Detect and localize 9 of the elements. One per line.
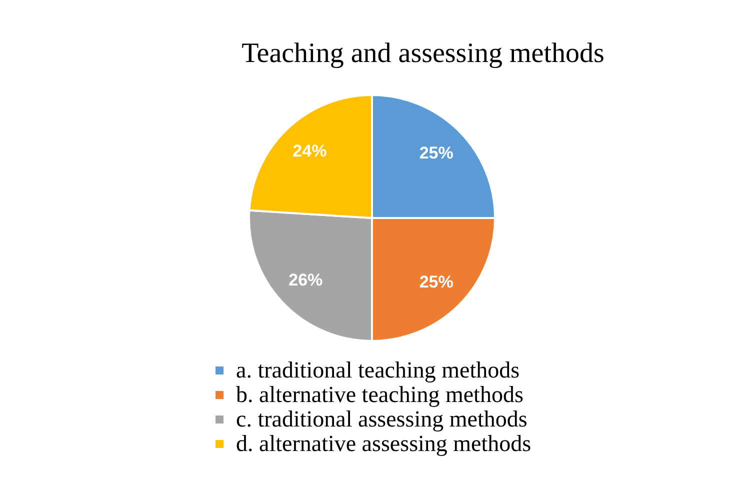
- chart-title: Teaching and assessing methods: [242, 38, 604, 69]
- data-label: 26%: [288, 270, 323, 290]
- data-label: 24%: [292, 142, 327, 161]
- legend-label: b. alternative teaching methods: [236, 382, 524, 407]
- legend-label: d. alternative assessing methods: [236, 431, 532, 456]
- legend-label: c. traditional assessing methods: [236, 406, 528, 432]
- data-label: 25%: [419, 144, 454, 163]
- data-label: 25%: [419, 272, 454, 292]
- legend-label: a. traditional teaching methods: [236, 358, 520, 382]
